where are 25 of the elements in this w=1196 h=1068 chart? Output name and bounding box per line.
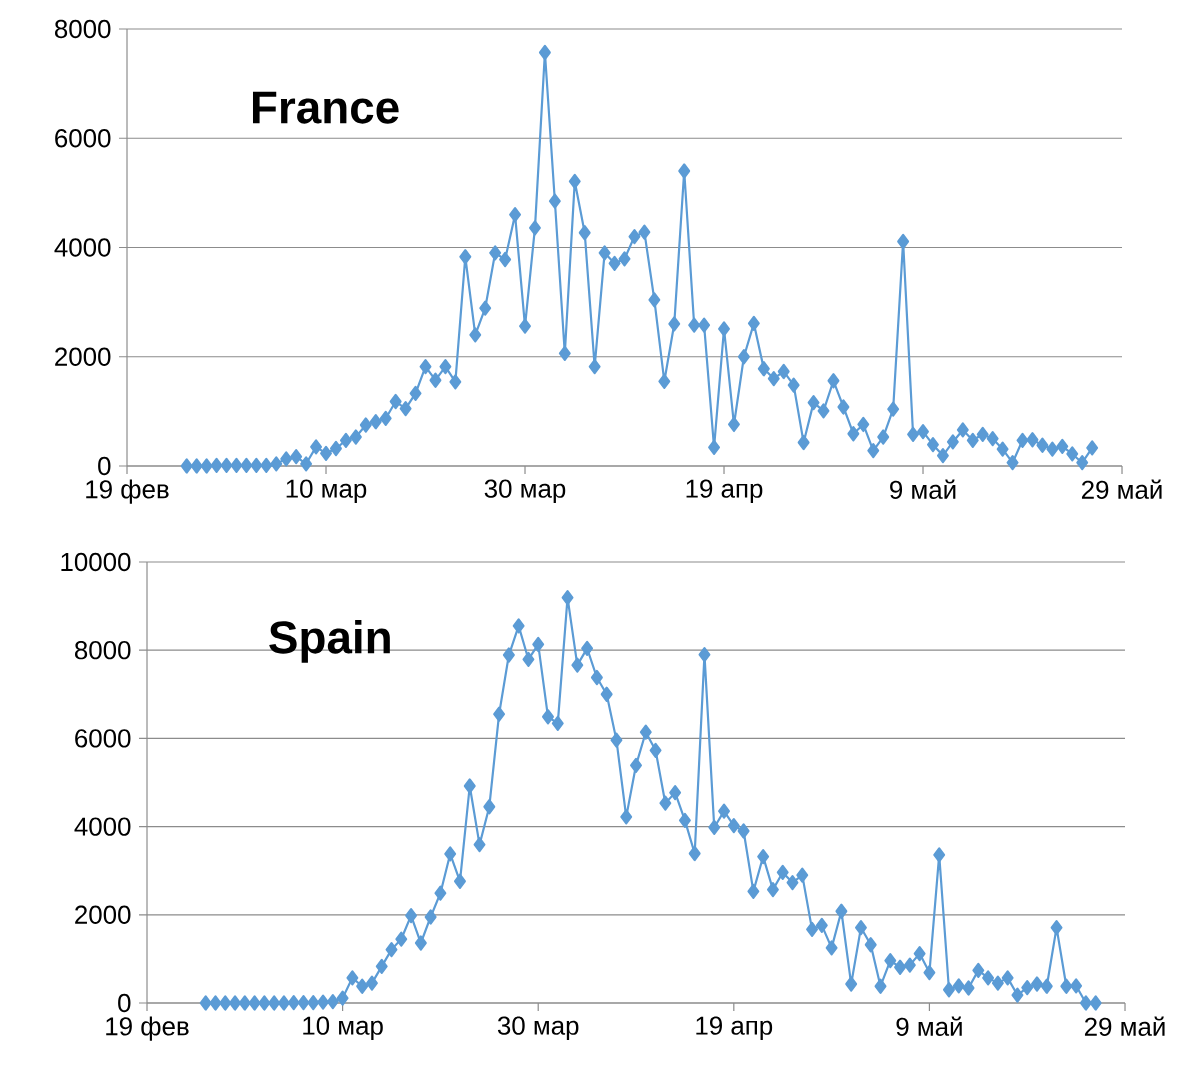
x-tick-label: 19 фев [86, 479, 169, 504]
x-tick-label: 29 май [1081, 479, 1162, 499]
x-tick-label: 19 апр [686, 479, 763, 503]
x-tick-label: 30 мар [484, 479, 566, 503]
y-tick-label: 2000 [75, 905, 131, 924]
y-tick-label: 0 [118, 993, 131, 1013]
y-tick-label: 0 [98, 456, 111, 476]
y-tick-label: 6000 [75, 729, 131, 748]
text: Spain [269, 620, 390, 663]
x-tick-label: 9 май [896, 1016, 962, 1036]
y-tick-label: 10000 [61, 552, 131, 572]
x-tick-label: 10 мар [303, 1016, 383, 1040]
y-tick-label: 4000 [74, 817, 131, 836]
x-tick-label: 30 мар [497, 1016, 579, 1040]
y-tick-label: 4000 [54, 238, 111, 257]
x-tick-label: 19 фев [106, 1016, 189, 1041]
y-tick-label: 8000 [54, 19, 111, 39]
x-tick-label: 19 апр [696, 1016, 773, 1040]
x-tick-label: 29 май [1084, 1016, 1165, 1036]
x-tick-label: 10 мар [286, 479, 367, 503]
y-tick-label: 6000 [55, 129, 111, 148]
text: France [252, 91, 399, 124]
y-tick-label: 2000 [55, 347, 111, 366]
x-tick-label: 9 май [890, 479, 956, 499]
y-tick-label: 8000 [74, 641, 131, 660]
